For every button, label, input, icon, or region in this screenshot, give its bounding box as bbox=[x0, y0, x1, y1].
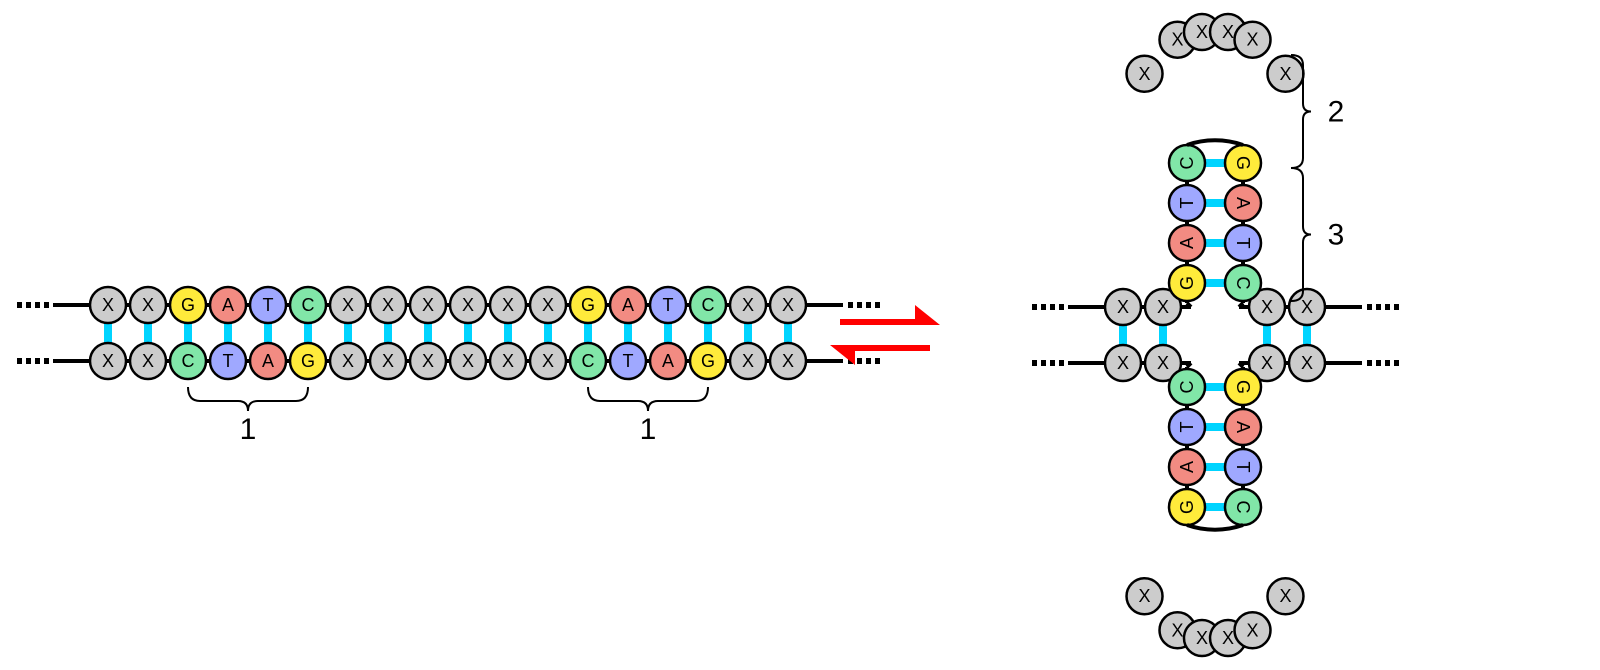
svg-text:X: X bbox=[1196, 22, 1208, 42]
svg-text:X: X bbox=[102, 295, 114, 315]
svg-text:X: X bbox=[422, 295, 434, 315]
svg-text:X: X bbox=[1301, 353, 1313, 373]
svg-text:X: X bbox=[1171, 30, 1183, 50]
svg-text:G: G bbox=[581, 295, 595, 315]
svg-text:X: X bbox=[102, 351, 114, 371]
svg-text:A: A bbox=[622, 295, 634, 315]
svg-text:1: 1 bbox=[240, 413, 257, 446]
svg-text:G: G bbox=[181, 295, 195, 315]
svg-text:X: X bbox=[1301, 297, 1313, 317]
svg-text:1: 1 bbox=[640, 413, 657, 446]
svg-text:T: T bbox=[263, 295, 274, 315]
svg-text:A: A bbox=[1177, 237, 1197, 249]
svg-text:C: C bbox=[1233, 501, 1253, 514]
svg-text:G: G bbox=[1233, 156, 1253, 170]
svg-text:X: X bbox=[382, 295, 394, 315]
svg-text:G: G bbox=[701, 351, 715, 371]
svg-text:A: A bbox=[662, 351, 674, 371]
svg-text:X: X bbox=[542, 295, 554, 315]
svg-text:X: X bbox=[142, 295, 154, 315]
svg-text:X: X bbox=[782, 295, 794, 315]
svg-text:X: X bbox=[1196, 628, 1208, 648]
svg-text:G: G bbox=[1177, 276, 1197, 290]
svg-text:C: C bbox=[702, 295, 715, 315]
svg-text:T: T bbox=[1233, 238, 1253, 249]
svg-text:X: X bbox=[1222, 628, 1234, 648]
svg-text:G: G bbox=[1233, 380, 1253, 394]
svg-text:C: C bbox=[302, 295, 315, 315]
svg-text:A: A bbox=[262, 351, 274, 371]
svg-text:T: T bbox=[1177, 422, 1197, 433]
svg-text:A: A bbox=[1233, 197, 1253, 209]
svg-text:T: T bbox=[1177, 198, 1197, 209]
svg-text:X: X bbox=[502, 351, 514, 371]
svg-text:T: T bbox=[623, 351, 634, 371]
svg-text:X: X bbox=[1279, 64, 1291, 84]
svg-text:X: X bbox=[462, 295, 474, 315]
svg-text:X: X bbox=[1246, 620, 1258, 640]
svg-text:X: X bbox=[502, 295, 514, 315]
svg-text:C: C bbox=[182, 351, 195, 371]
svg-text:X: X bbox=[1279, 586, 1291, 606]
svg-text:X: X bbox=[542, 351, 554, 371]
svg-text:X: X bbox=[742, 295, 754, 315]
svg-text:T: T bbox=[1233, 462, 1253, 473]
svg-text:X: X bbox=[1117, 297, 1129, 317]
svg-text:G: G bbox=[301, 351, 315, 371]
svg-text:X: X bbox=[422, 351, 434, 371]
svg-text:T: T bbox=[223, 351, 234, 371]
svg-text:X: X bbox=[1171, 620, 1183, 640]
svg-text:G: G bbox=[1177, 500, 1197, 514]
svg-text:X: X bbox=[342, 295, 354, 315]
svg-text:C: C bbox=[1177, 381, 1197, 394]
svg-text:3: 3 bbox=[1328, 219, 1345, 252]
svg-text:X: X bbox=[1117, 353, 1129, 373]
svg-text:A: A bbox=[1233, 421, 1253, 433]
svg-text:A: A bbox=[222, 295, 234, 315]
svg-text:X: X bbox=[742, 351, 754, 371]
svg-text:X: X bbox=[1157, 353, 1169, 373]
svg-text:X: X bbox=[1157, 297, 1169, 317]
svg-text:X: X bbox=[1246, 30, 1258, 50]
svg-text:X: X bbox=[1222, 22, 1234, 42]
svg-text:X: X bbox=[462, 351, 474, 371]
svg-text:X: X bbox=[382, 351, 394, 371]
svg-text:X: X bbox=[142, 351, 154, 371]
svg-text:A: A bbox=[1177, 461, 1197, 473]
svg-text:X: X bbox=[1139, 586, 1151, 606]
svg-text:C: C bbox=[1233, 277, 1253, 290]
svg-text:T: T bbox=[663, 295, 674, 315]
svg-text:X: X bbox=[342, 351, 354, 371]
svg-text:2: 2 bbox=[1328, 96, 1345, 129]
svg-text:C: C bbox=[582, 351, 595, 371]
svg-text:X: X bbox=[1261, 353, 1273, 373]
svg-text:X: X bbox=[1139, 64, 1151, 84]
svg-text:C: C bbox=[1177, 157, 1197, 170]
svg-text:X: X bbox=[1261, 297, 1273, 317]
svg-text:X: X bbox=[782, 351, 794, 371]
